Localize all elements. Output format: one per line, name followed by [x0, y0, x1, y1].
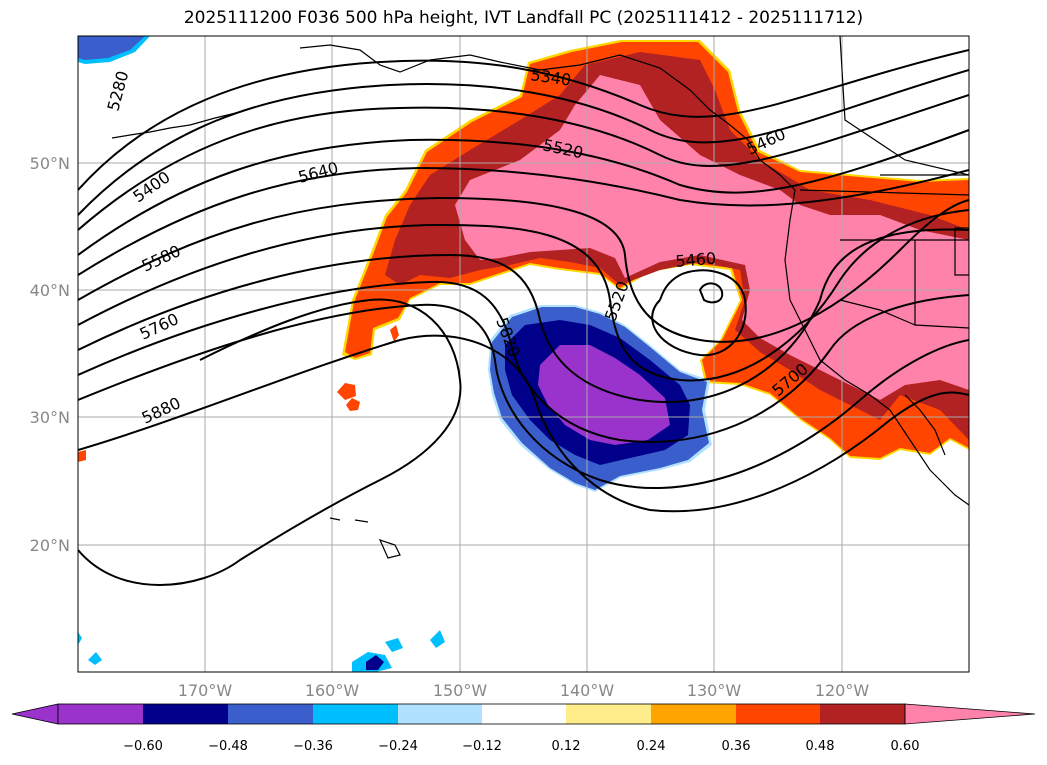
colorbar-segment [228, 704, 313, 724]
colorbar-segment [820, 704, 905, 724]
colorbar: −0.60 −0.48 −0.36 −0.24 −0.12 0.12 0.24 … [11, 703, 1036, 754]
ivt-positive-patch [337, 383, 356, 400]
plot-title: 2025111200 F036 500 hPa height, IVT Land… [183, 8, 864, 28]
longitude-labels: 170°W 160°W 150°W 140°W 130°W 120°W [178, 681, 870, 700]
lon-label: 130°W [687, 681, 742, 700]
colorbar-segment [736, 704, 820, 724]
lat-label: 20°N [30, 536, 70, 555]
colorbar-segment [143, 704, 228, 724]
colorbar-tick: 0.48 [806, 739, 835, 754]
ivt-negative-patch [78, 36, 145, 60]
lon-label: 140°W [560, 681, 615, 700]
gridlines [78, 36, 969, 672]
lat-label: 50°N [30, 154, 70, 173]
colorbar-tick: 0.24 [637, 739, 666, 754]
colorbar-segment [566, 704, 651, 724]
ivt-positive-patch [78, 450, 86, 462]
lon-label: 160°W [305, 681, 360, 700]
colorbar-segment [313, 704, 398, 724]
ivt-negative-patch [366, 655, 384, 670]
colorbar-segment [398, 704, 482, 724]
contour-label: 5460 [675, 249, 717, 271]
ivt-positive-pink [455, 75, 969, 400]
ivt-negative-patch [88, 652, 102, 665]
colorbar-tick: −0.36 [293, 739, 333, 754]
colorbar-tick: −0.60 [123, 739, 163, 754]
lat-label: 40°N [30, 281, 70, 300]
ivt-negative-patch [385, 638, 403, 652]
lat-label: 30°N [30, 408, 70, 427]
colorbar-segment [482, 704, 566, 724]
latitude-labels: 50°N 40°N 30°N 20°N [30, 154, 70, 555]
colorbar-tick: −0.24 [378, 739, 418, 754]
map-frame [77, 35, 970, 673]
colorbar-extend-right [904, 703, 1036, 725]
colorbar-segment [58, 704, 143, 724]
colorbar-tick: 0.12 [552, 739, 581, 754]
colorbar-extend-left [11, 703, 59, 725]
colorbar-segment [651, 704, 736, 724]
ivt-negative-patch [78, 632, 82, 645]
ivt-positive-patch [346, 398, 360, 411]
colorbar-tick: 0.36 [722, 739, 751, 754]
lon-label: 170°W [178, 681, 233, 700]
colorbar-tick: −0.48 [208, 739, 248, 754]
lon-label: 120°W [815, 681, 870, 700]
colorbar-tick: −0.12 [462, 739, 502, 754]
height-contours [78, 49, 969, 586]
colorbar-tick: 0.60 [891, 739, 920, 754]
ivt-negative-patch [430, 630, 445, 648]
lon-label: 150°W [433, 681, 488, 700]
ivt-positive-patch [390, 325, 399, 342]
